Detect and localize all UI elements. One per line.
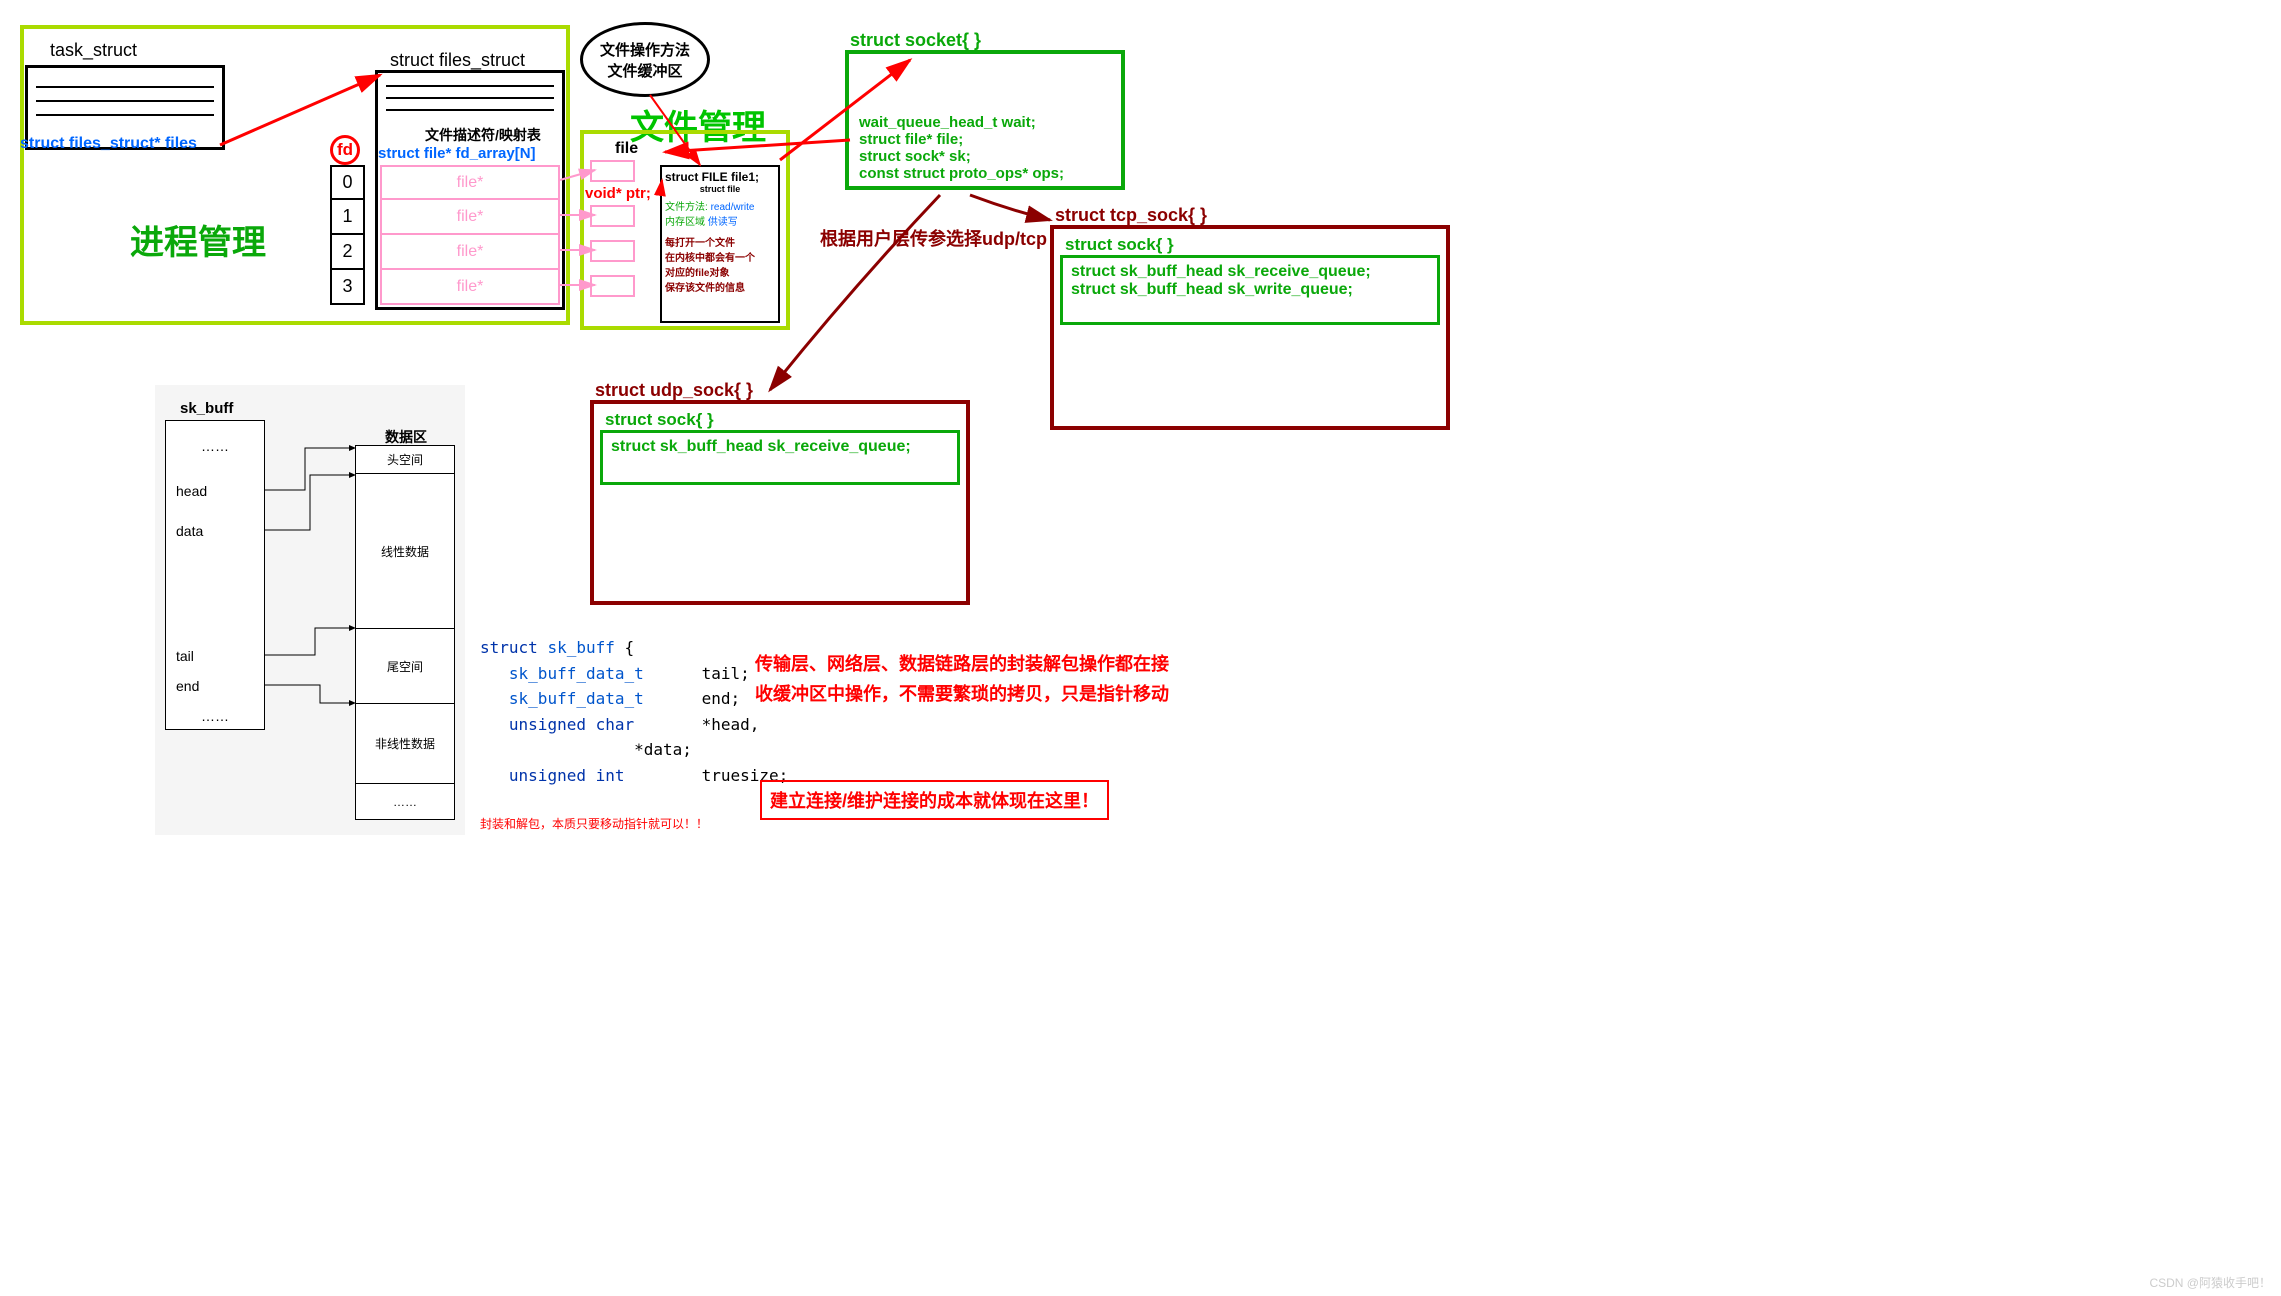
sf-l6: 保存该文件的信息 [665, 279, 775, 294]
skb-head: head [166, 471, 264, 511]
skb-end: end [166, 671, 264, 701]
bubble-l2: 文件缓冲区 [607, 60, 682, 81]
task-struct-title: task_struct [50, 40, 137, 61]
c4b: *head, [702, 715, 760, 734]
sf-title: struct FILE file1; [665, 170, 775, 184]
fd-label: fd [337, 140, 353, 160]
file-cells: file* file* file* file* [380, 165, 560, 305]
sf-l2b: 供读写 [708, 217, 738, 228]
socket-l1: wait_queue_head_t wait; [859, 114, 1111, 131]
sf-l2a: 内存区域 [665, 217, 705, 228]
c6a: unsigned int [509, 766, 625, 785]
sk-buff-title: sk_buff [180, 400, 233, 417]
tcp-l2: struct sk_buff_head sk_write_queue; [1071, 281, 1429, 299]
skb-tail: tail [166, 641, 264, 671]
c4a: unsigned char [509, 715, 634, 734]
fd-1: 1 [330, 200, 365, 235]
file-inner-4 [590, 275, 635, 297]
file-cell-3: file* [380, 270, 560, 305]
socket-l3: struct sock* sk; [859, 148, 1111, 165]
file-cell-2: file* [380, 235, 560, 270]
sf-l5: 对应的file对象 [665, 264, 775, 279]
c1a: struct [480, 638, 538, 657]
sf-l4: 在内核中都会有一个 [665, 249, 775, 264]
skb-dots1: …… [166, 421, 264, 471]
fd-header: 文件描述符/映射表 [425, 125, 541, 145]
fd-3: 3 [330, 270, 365, 305]
udp-l1: struct sk_buff_head sk_receive_queue; [611, 438, 949, 456]
socket-l4: const struct proto_ops* ops; [859, 165, 1111, 182]
sf-sub: struct file [665, 184, 775, 194]
da-dots: …… [356, 784, 454, 819]
tcp-inner-box: struct sk_buff_head sk_receive_queue; st… [1060, 255, 1440, 325]
fd-0: 0 [330, 165, 365, 200]
file-cell-1: file* [380, 200, 560, 235]
c1c: { [625, 638, 635, 657]
socket-title: struct socket{ } [850, 30, 981, 51]
sf-l1a: 文件方法: [665, 202, 708, 213]
c1b: sk_buff [547, 638, 614, 657]
c2a: sk_buff_data_t [509, 664, 644, 683]
data-area-label: 数据区 [385, 427, 427, 447]
file-inner-1 [590, 160, 635, 182]
note2a: 传输层、网络层、数据链路层的封装解包操作都在接 [755, 650, 1169, 676]
fd-table: 0 1 2 3 [330, 165, 365, 305]
da-nonlinear: 非线性数据 [356, 704, 454, 784]
code-block: struct sk_buff { sk_buff_data_t tail; sk… [480, 635, 788, 789]
note3: 建立连接/维护连接的成本就体现在这里！ [760, 780, 1109, 820]
file-title: file [615, 140, 638, 158]
process-mgmt-label: 进程管理 [130, 215, 266, 264]
skb-dots2: …… [166, 701, 264, 731]
udp-title: struct udp_sock{ } [595, 380, 753, 401]
sk-buff-box: …… head data tail end …… [165, 420, 265, 730]
c3b: end; [702, 689, 741, 708]
c3a: sk_buff_data_t [509, 689, 644, 708]
files-struct-title: struct files_struct [390, 50, 525, 71]
struct-file-box: struct FILE file1; struct file 文件方法: rea… [660, 165, 780, 323]
bubble-l1: 文件操作方法 [600, 39, 690, 60]
fd-2: 2 [330, 235, 365, 270]
note1: 封装和解包，本质只要移动指针就可以！！ [480, 815, 708, 832]
socket-box: wait_queue_head_t wait; struct file* fil… [845, 50, 1125, 190]
udp-inner-box: struct sk_buff_head sk_receive_queue; [600, 430, 960, 485]
c5: *data; [634, 740, 692, 759]
da-linear: 线性数据 [356, 474, 454, 629]
tcp-title: struct tcp_sock{ } [1055, 205, 1207, 226]
tcp-inner-title: struct sock{ } [1065, 235, 1174, 255]
file-cell-0: file* [380, 165, 560, 200]
udp-inner-title: struct sock{ } [605, 410, 714, 430]
note2b: 收缓冲区中操作，不需要繁琐的拷贝，只是指针移动 [755, 680, 1169, 706]
fd-array-member: struct file* fd_array[N] [378, 145, 536, 162]
da-tail: 尾空间 [356, 629, 454, 704]
data-area-box: 头空间 线性数据 尾空间 非线性数据 …… [355, 445, 455, 820]
skb-data: data [166, 511, 264, 551]
da-head: 头空间 [356, 446, 454, 474]
task-struct-member: struct files_struct* files [20, 135, 197, 153]
socket-l2: struct file* file; [859, 131, 1111, 148]
watermark: CSDN @阿猿收手吧！ [2149, 1274, 2271, 1291]
tcp-l1: struct sk_buff_head sk_receive_queue; [1071, 263, 1429, 281]
c2b: tail; [702, 664, 750, 683]
file-inner-2 [590, 205, 635, 227]
bubble: 文件操作方法 文件缓冲区 [580, 22, 710, 97]
void-ptr: void* ptr; [585, 185, 651, 202]
sf-l3: 每打开一个文件 [665, 234, 775, 249]
select-label: 根据用户层传参选择udp/tcp [820, 225, 1047, 251]
file-inner-3 [590, 240, 635, 262]
sf-l1b: read/write [711, 202, 755, 213]
